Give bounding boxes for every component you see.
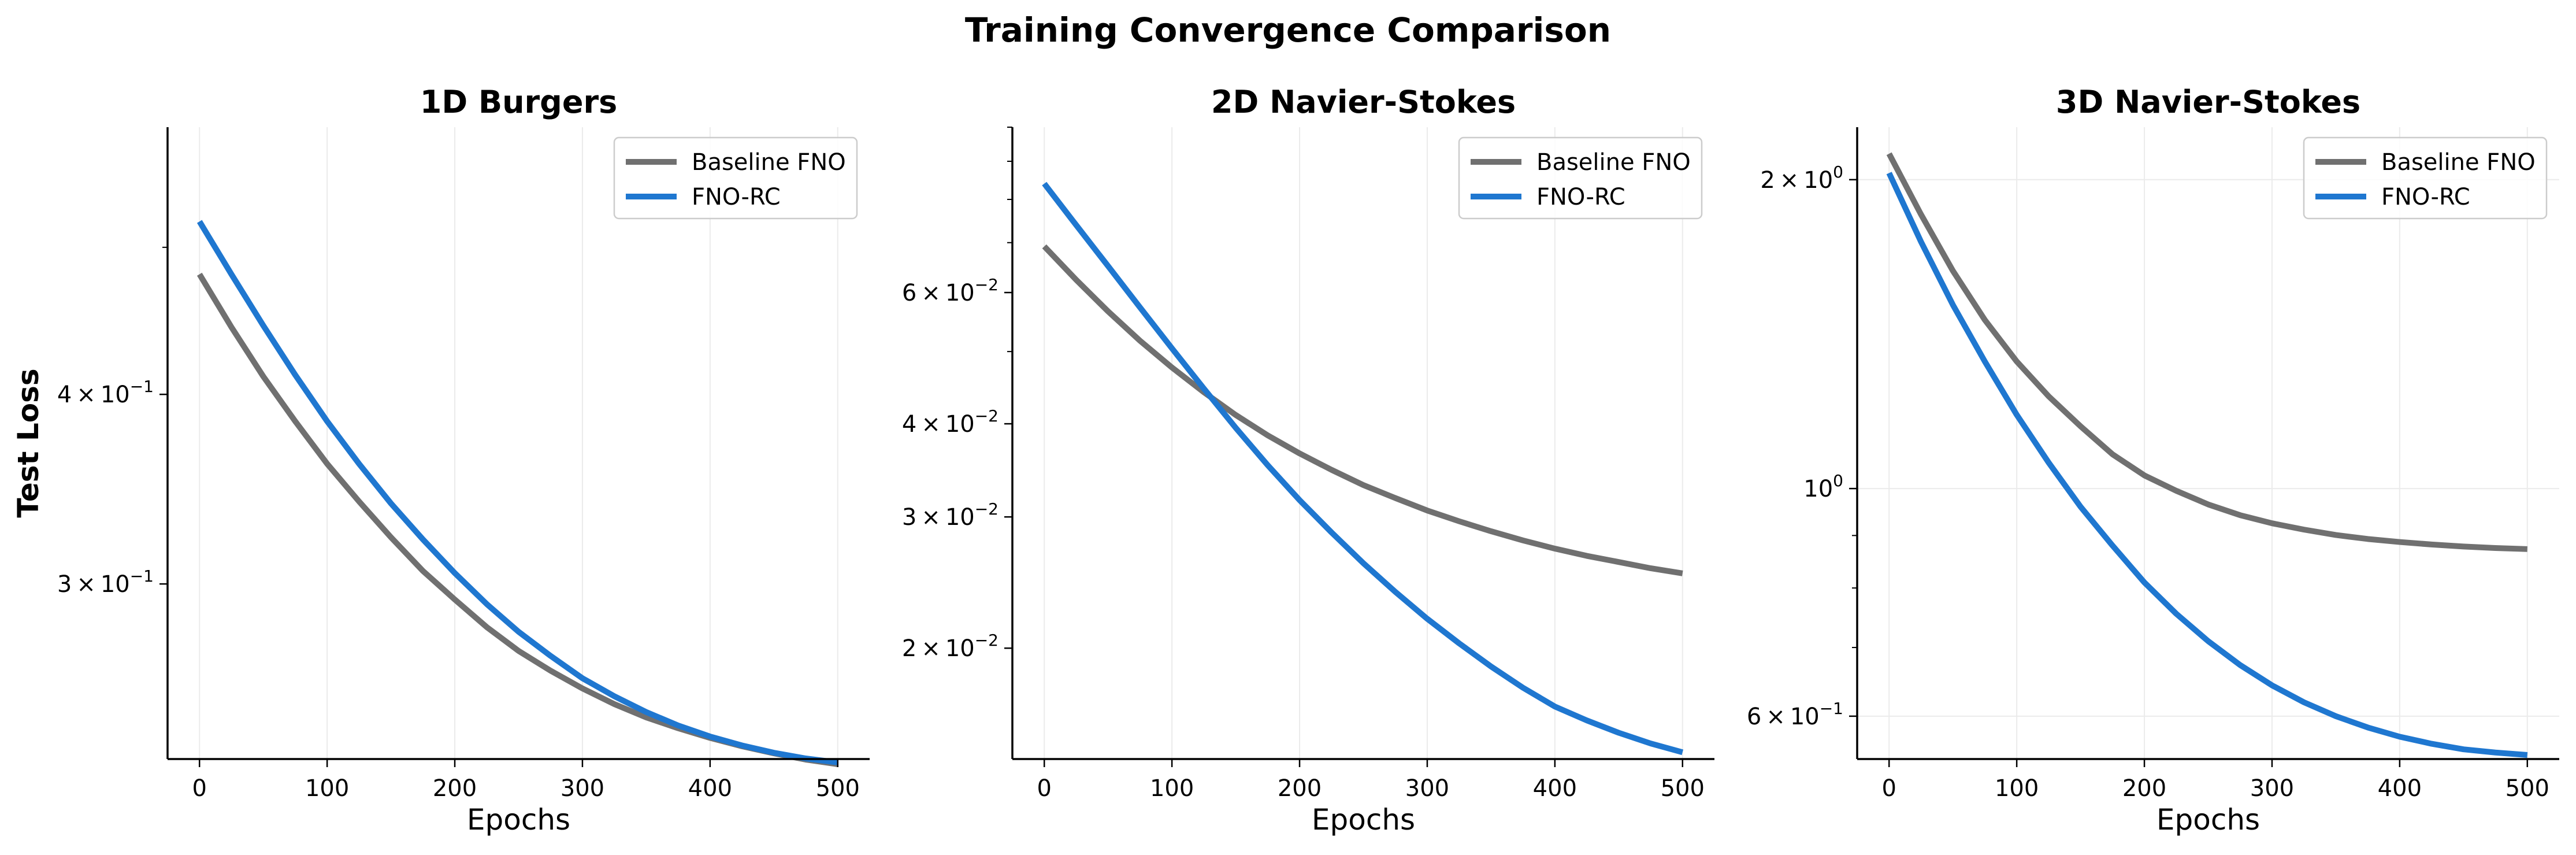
legend: Baseline FNO FNO-RC (613, 136, 858, 220)
legend-label: FNO-RC (2381, 184, 2470, 210)
x-tick-label: 200 (433, 775, 477, 802)
y-axis-label: Test Loss (12, 368, 45, 517)
panels: 0 100 200 300 400 500 4 × 10−1 3 × 10−1 1D Burge… (12, 84, 2559, 837)
x-tick-label: 300 (561, 775, 604, 802)
x-tick-label: 500 (816, 775, 860, 802)
chart-panel: 0 100 200 300 400 500 4 × 10−1 3 × 10−1 1D Burge… (12, 84, 870, 837)
x-axis-label: Epochs (1312, 803, 1415, 837)
y-tick-label: 2 × 100 (1760, 162, 1843, 194)
y-tick-label: 4 × 10−1 (57, 377, 154, 408)
y-tick-label: 2 × 10−2 (902, 631, 999, 662)
x-tick-label: 400 (1533, 775, 1577, 802)
y-tick-label: 6 × 10−2 (902, 275, 999, 306)
series-line (196, 220, 838, 765)
legend-label: Baseline FNO (2381, 149, 2536, 176)
x-tick-label: 100 (1150, 775, 1194, 802)
x-tick-label: 100 (1995, 775, 2039, 802)
x-tick-label: 500 (1661, 775, 1705, 802)
legend: Baseline FNO FNO-RC (2303, 136, 2548, 220)
y-tick-label: 6 × 10−1 (1747, 699, 1843, 730)
series-line (196, 272, 838, 767)
panel-title: 2D Navier-Stokes (1211, 84, 1516, 120)
x-tick-label: 500 (2506, 775, 2549, 802)
x-tick-label: 400 (2378, 775, 2422, 802)
series-line (1886, 172, 2528, 758)
figure-suptitle: Training Convergence Comparison (965, 10, 1611, 50)
chart-panel: 0 100 200 300 400 500 2 × 100 100 6 × 10−1 3D Nav… (1747, 84, 2559, 837)
legend: Baseline FNO FNO-RC (1458, 136, 1703, 220)
x-tick-label: 300 (2250, 775, 2294, 802)
x-tick-label: 300 (1405, 775, 1449, 802)
legend-label: Baseline FNO (1536, 149, 1691, 176)
x-tick-label: 0 (192, 775, 207, 802)
x-tick-label: 0 (1037, 775, 1052, 802)
x-tick-label: 100 (305, 775, 349, 802)
x-axis-label: Epochs (467, 803, 570, 837)
y-tick-label: 3 × 10−2 (902, 499, 999, 531)
x-tick-label: 200 (2122, 775, 2166, 802)
x-tick-label: 0 (1882, 775, 1896, 802)
y-tick-label: 4 × 10−2 (902, 406, 999, 438)
legend-label: FNO-RC (692, 184, 781, 210)
x-axis-label: Epochs (2156, 803, 2260, 837)
series-line (1042, 244, 1683, 576)
y-tick-label: 3 × 10−1 (57, 567, 154, 598)
series-line (1042, 182, 1684, 756)
panel-title: 3D Navier-Stokes (2056, 84, 2360, 120)
series-line (1886, 152, 2527, 552)
y-tick-label: 100 (1803, 471, 1843, 502)
legend-label: FNO-RC (1536, 184, 1625, 210)
x-tick-label: 200 (1278, 775, 1322, 802)
panel-title: 1D Burgers (420, 84, 617, 120)
x-tick-label: 400 (688, 775, 732, 802)
legend-label: Baseline FNO (692, 149, 846, 176)
chart-panel: 0 100 200 300 400 500 6 × 10−2 4 × 10−2 3 × 10−2… (902, 84, 1714, 837)
